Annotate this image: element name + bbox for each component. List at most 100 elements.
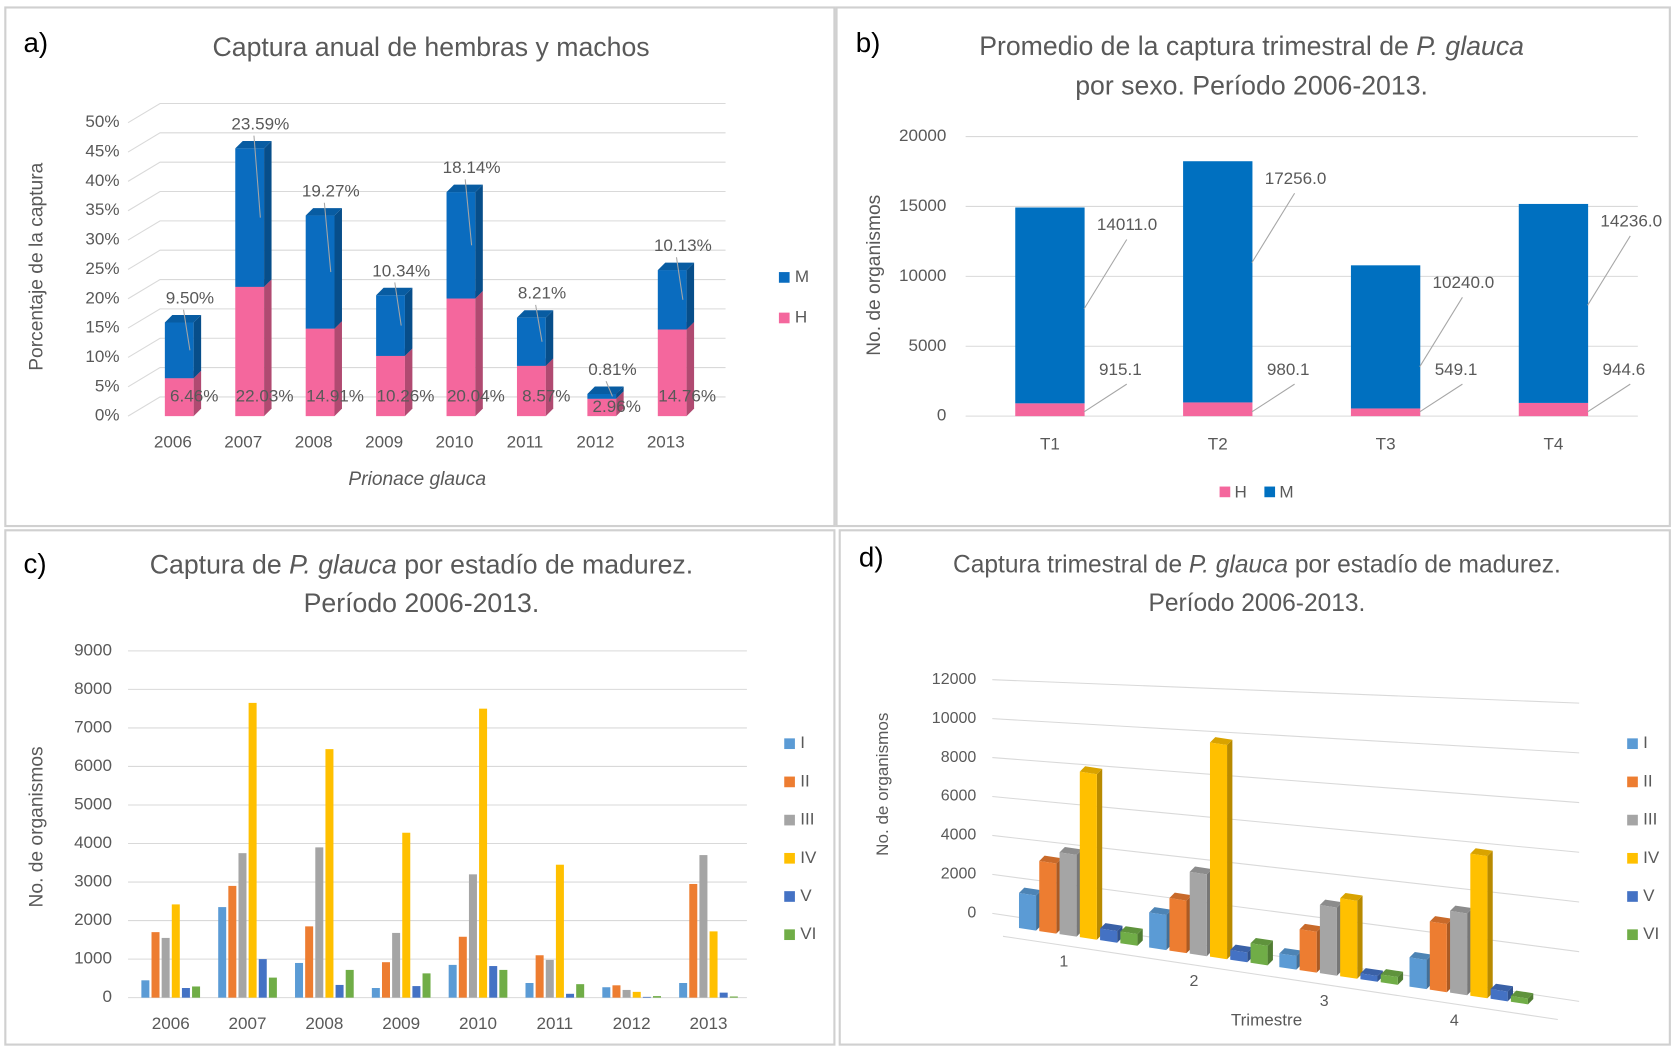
bar-top [1189, 866, 1213, 875]
bar [555, 864, 564, 998]
bar [632, 991, 641, 998]
x-tick-label: 2013 [647, 432, 685, 451]
y-tick-label: 8000 [74, 679, 112, 698]
y-axis-title: No. de organismos [864, 195, 885, 356]
bar [1183, 402, 1253, 417]
x-tick-label: 4 [1450, 1012, 1459, 1029]
bar-side [545, 358, 554, 417]
bar [238, 853, 247, 998]
grid-line [992, 718, 1580, 754]
bar-side [1487, 850, 1493, 999]
data-label: 915.1 [1099, 360, 1142, 379]
bar [729, 996, 738, 998]
legend-label: III [800, 810, 814, 829]
bar [376, 355, 405, 417]
x-tick-label: 2006 [154, 432, 192, 451]
y-tick-label: 9000 [74, 640, 112, 659]
bar-side [475, 291, 483, 417]
y-tick-label: 15000 [899, 196, 946, 215]
bar [392, 932, 401, 998]
bar-top [305, 208, 342, 216]
bar [709, 931, 718, 998]
bar [1319, 905, 1337, 976]
legend-label: I [800, 733, 805, 752]
bar-side [1137, 928, 1143, 946]
bar [479, 708, 488, 998]
bar [335, 984, 344, 998]
x-tick-label: T2 [1208, 434, 1228, 453]
bar [622, 989, 631, 998]
bar [258, 959, 267, 998]
legend-swatch [1219, 486, 1231, 498]
bar [151, 932, 160, 998]
data-label: 980.1 [1267, 360, 1310, 379]
bar-top [164, 314, 202, 323]
leader-line [323, 202, 332, 273]
legend-label: V [1643, 886, 1655, 905]
y-tick-label: 1000 [74, 949, 112, 968]
legend-label: IV [800, 848, 817, 867]
bar [1510, 995, 1528, 1005]
y-tick-label: 25% [85, 259, 119, 278]
leader-line [605, 380, 613, 397]
legend-swatch [1627, 852, 1638, 864]
chart-title: Captura trimestral de P. glauca por esta… [953, 552, 1561, 579]
bar [535, 955, 544, 998]
data-label: 20.04% [447, 386, 505, 405]
bar [315, 847, 324, 998]
bar [192, 986, 201, 998]
bar-top [235, 140, 272, 149]
bar-side [193, 314, 202, 379]
data-label: 14.76% [658, 386, 716, 405]
x-tick-label: T1 [1040, 434, 1060, 453]
legend-swatch [778, 272, 790, 283]
leader-line [1587, 383, 1631, 413]
bar [381, 962, 390, 998]
x-tick-label: 2013 [690, 1014, 728, 1033]
bar [1169, 898, 1187, 954]
grid-line [127, 308, 726, 329]
bar [1340, 898, 1358, 979]
legend-swatch [784, 738, 795, 750]
legend-label: H [1235, 482, 1247, 501]
bar-side [1397, 971, 1404, 985]
legend-label: M [795, 267, 809, 286]
bar-top [1059, 846, 1082, 855]
leader-line [1587, 235, 1631, 306]
data-label: 944.6 [1603, 360, 1646, 379]
grid-line [127, 249, 726, 270]
legend-swatch [1627, 814, 1638, 826]
bar [1039, 860, 1057, 934]
title-part: por sexo. Período 2006-2013. [1075, 71, 1428, 101]
title-part: Período 2006-2013. [304, 588, 540, 618]
bar [235, 286, 265, 417]
legend-swatch [1627, 776, 1638, 788]
bar-top [1360, 968, 1383, 976]
x-tick-label: 3 [1320, 993, 1329, 1010]
y-tick-label: 5000 [908, 336, 946, 355]
panel-label: c) [23, 548, 46, 579]
bar [402, 832, 411, 998]
bar [1100, 928, 1118, 943]
legend-swatch [778, 312, 790, 324]
bar-top [1429, 916, 1453, 925]
bar-side [686, 322, 695, 417]
bar-top [1149, 907, 1172, 916]
legend-swatch [1627, 738, 1638, 750]
chart-title: por sexo. Período 2006-2013. [1075, 71, 1428, 101]
y-tick-label: 45% [85, 142, 119, 161]
legend-label: I [1643, 733, 1648, 752]
legend-label: III [1643, 810, 1657, 829]
y-tick-label: 50% [85, 112, 119, 131]
data-label: 2.96% [593, 397, 641, 416]
bar [218, 907, 227, 998]
data-label: 19.27% [302, 182, 360, 201]
bar-side [1527, 993, 1534, 1005]
bar [642, 996, 651, 998]
legend-swatch [1627, 929, 1638, 941]
title-part: Captura trimestral de [953, 552, 1182, 579]
bar [446, 192, 476, 299]
bar [679, 983, 688, 998]
bar [161, 937, 170, 998]
